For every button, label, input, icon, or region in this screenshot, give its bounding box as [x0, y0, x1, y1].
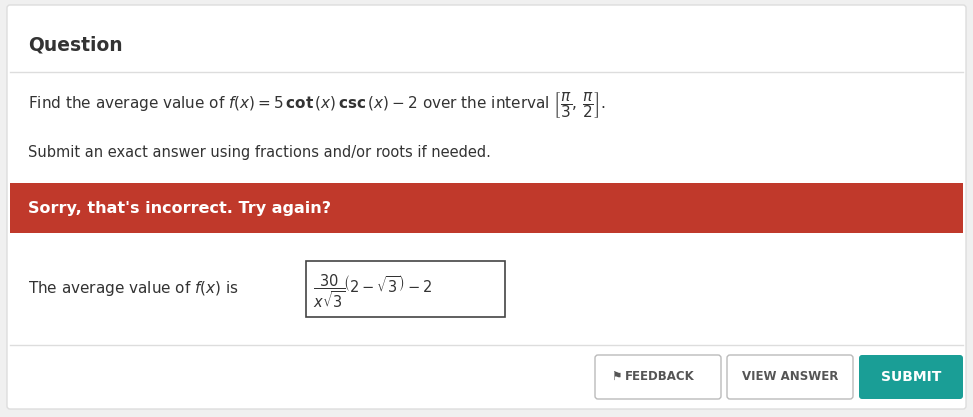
- Text: The average value of $f(x)$ is: The average value of $f(x)$ is: [28, 279, 239, 297]
- Text: ⚑: ⚑: [612, 370, 627, 384]
- Text: VIEW ANSWER: VIEW ANSWER: [741, 370, 838, 384]
- FancyBboxPatch shape: [595, 355, 721, 399]
- FancyBboxPatch shape: [7, 5, 966, 409]
- FancyBboxPatch shape: [859, 355, 963, 399]
- Text: Submit an exact answer using fractions and/or roots if needed.: Submit an exact answer using fractions a…: [28, 145, 490, 160]
- Text: FEEDBACK: FEEDBACK: [625, 370, 695, 384]
- Text: $\dfrac{30}{x\sqrt{3}}\!\left(2 - \sqrt{3}\right) - 2$: $\dfrac{30}{x\sqrt{3}}\!\left(2 - \sqrt{…: [313, 272, 432, 310]
- FancyBboxPatch shape: [727, 355, 853, 399]
- Text: Question: Question: [28, 35, 123, 54]
- Text: SUBMIT: SUBMIT: [881, 370, 941, 384]
- FancyBboxPatch shape: [306, 261, 505, 317]
- Text: Find the average value of $f(x) = 5\,\mathbf{cot}\,(x)\,\mathbf{csc}\,(x) - 2$ o: Find the average value of $f(x) = 5\,\ma…: [28, 90, 605, 120]
- FancyBboxPatch shape: [10, 183, 963, 233]
- Text: Sorry, that's incorrect. Try again?: Sorry, that's incorrect. Try again?: [28, 201, 331, 216]
